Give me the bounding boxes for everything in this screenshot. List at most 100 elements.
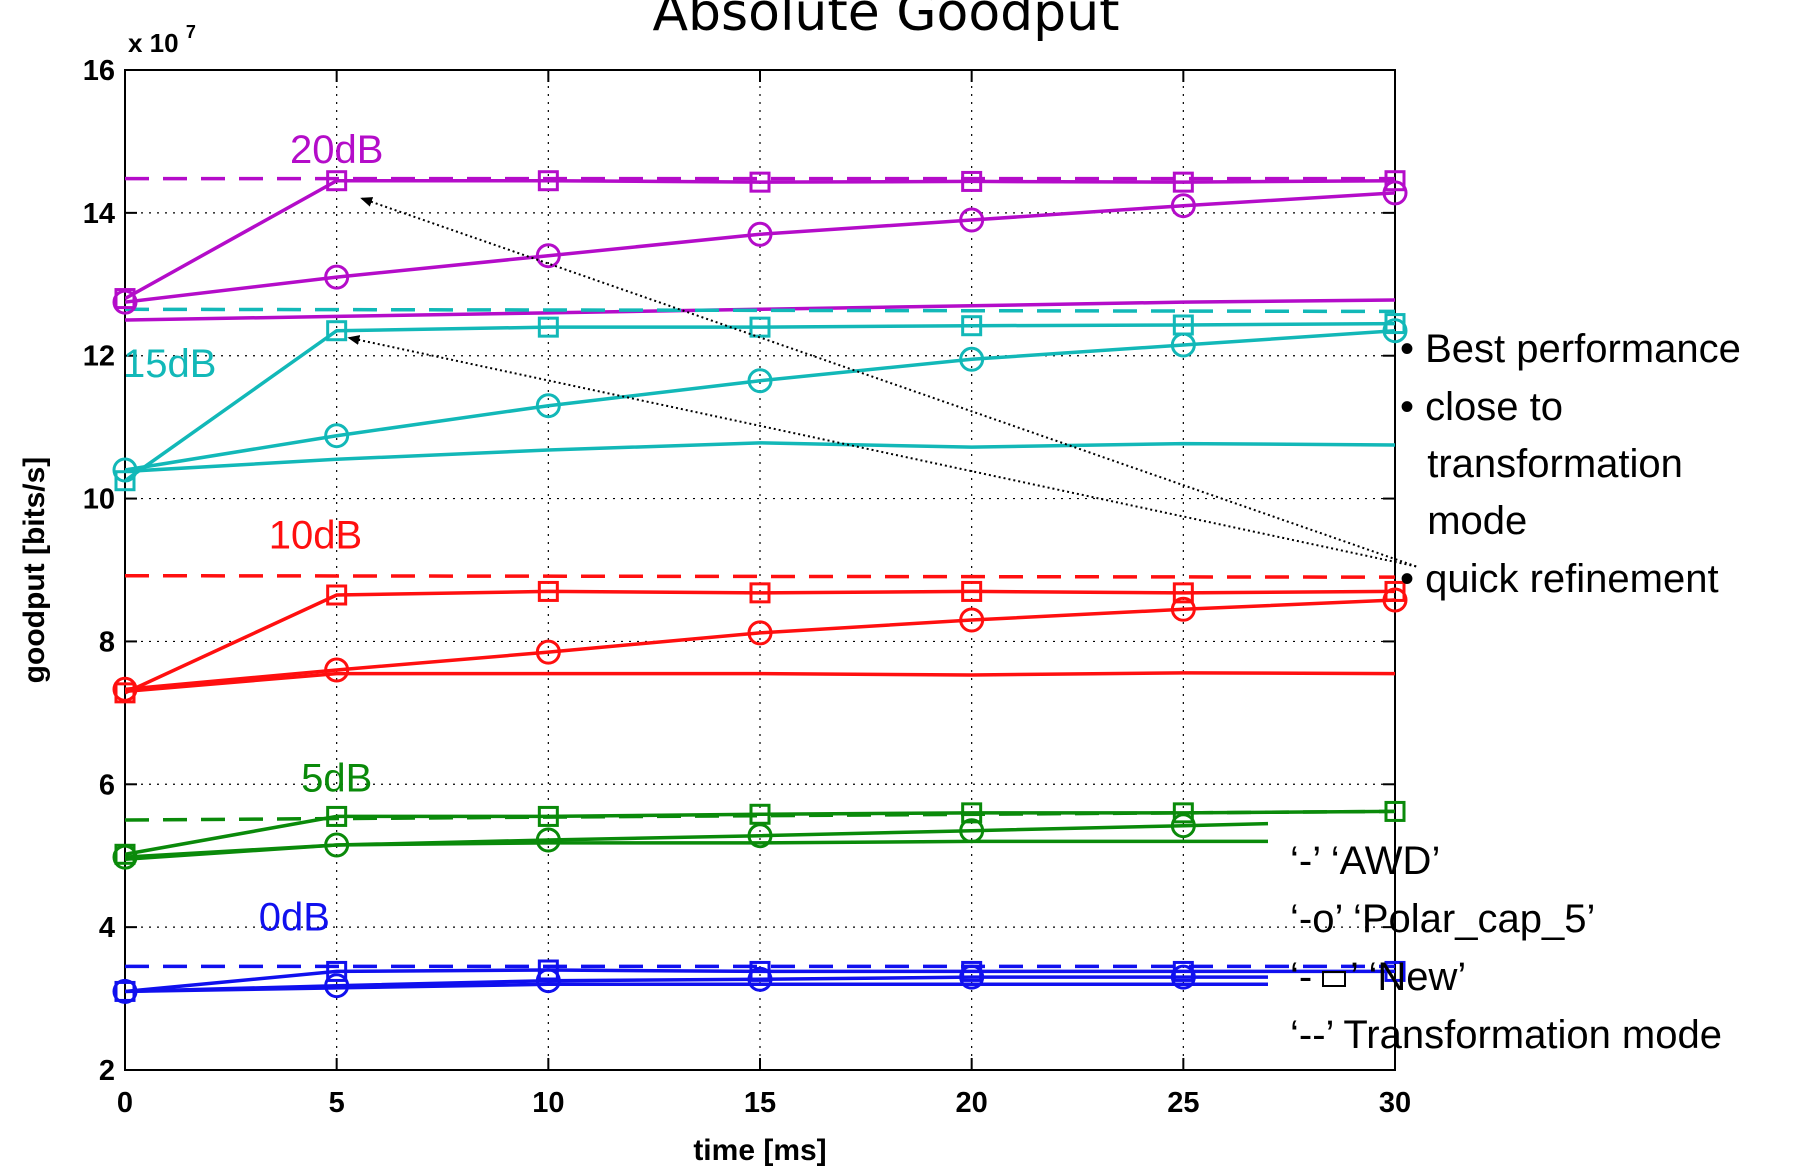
marker-new-0db	[749, 960, 771, 982]
series-transformation-5db	[125, 809, 1395, 822]
series-awd-15db	[125, 441, 1395, 474]
y-tick-label: 2	[99, 1055, 115, 1087]
legend-new-prefix: ‘-	[1290, 955, 1312, 999]
marker-polar-0db	[1170, 964, 1196, 990]
x-tick-label: 0	[117, 1087, 133, 1119]
y-exponent-base: x 10	[128, 28, 179, 58]
x-tick-label: 10	[532, 1087, 564, 1119]
marker-polar-10db	[1170, 596, 1196, 622]
marker-new-0db	[1172, 960, 1194, 982]
annotation-arrow	[347, 335, 1417, 568]
series-new-15db	[125, 321, 1395, 483]
y-tick-label: 10	[83, 484, 115, 516]
marker-new-20db	[537, 170, 559, 192]
legend: ‘-’ ‘AWD’ ‘-o’ ‘Polar_cap_5’ ‘- ’ ‘New’ …	[1290, 839, 1722, 1057]
x-tick-label: 30	[1379, 1087, 1411, 1119]
y-exponent-label: x 10 7	[128, 22, 196, 58]
marker-new-0db	[1384, 960, 1406, 982]
y-tick-label: 4	[99, 912, 115, 944]
marker-layer	[112, 170, 1408, 1004]
marker-new-5db	[326, 805, 348, 827]
series-awd-5db	[125, 839, 1268, 862]
marker-polar-10db	[535, 639, 561, 665]
series-polar-5db	[125, 821, 1269, 859]
marker-polar-10db	[112, 676, 138, 702]
marker-new-5db	[114, 843, 136, 865]
marker-polar-10db	[747, 620, 773, 646]
marker-polar-15db	[959, 346, 985, 372]
snr-label-15db: 15dB	[123, 342, 216, 386]
marker-polar-20db	[1170, 193, 1196, 219]
marker-new-20db	[749, 171, 771, 193]
marker-polar-20db	[1382, 180, 1408, 206]
series-polar-15db	[125, 328, 1395, 472]
marker-new-5db	[537, 805, 559, 827]
marker-polar-5db	[324, 832, 350, 858]
x-axis-label: time [ms]	[693, 1134, 826, 1167]
marker-new-15db	[114, 470, 136, 492]
marker-new-15db	[537, 316, 559, 338]
series-layer	[125, 176, 1395, 994]
x-tick-label: 15	[744, 1087, 776, 1119]
marker-new-20db	[961, 170, 983, 192]
marker-polar-10db	[959, 607, 985, 633]
marker-new-20db	[1172, 171, 1194, 193]
marker-polar-0db	[324, 973, 350, 999]
marker-polar-5db	[1170, 813, 1196, 839]
marker-new-5db	[749, 803, 771, 825]
series-transformation-10db	[125, 573, 1395, 579]
legend-awd: ‘-’ ‘AWD’	[1290, 839, 1440, 883]
series-new-10db	[125, 589, 1395, 695]
snr-label-10db: 10dB	[269, 514, 362, 558]
annotation-arrow	[360, 197, 1417, 568]
x-tick-label: 20	[956, 1087, 988, 1119]
marker-polar-5db	[535, 827, 561, 853]
note-best-performance: • Best performance	[1400, 327, 1741, 371]
x-tick-label: 25	[1167, 1087, 1199, 1119]
marker-polar-20db	[959, 207, 985, 233]
series-new-5db	[125, 809, 1395, 857]
note-quick-refinement: • quick refinement	[1400, 557, 1719, 601]
marker-polar-0db	[959, 964, 985, 990]
marker-new-10db	[961, 580, 983, 602]
chart-title: Absolute Goodput	[652, 0, 1119, 43]
marker-polar-0db	[112, 978, 138, 1004]
marker-new-0db	[961, 960, 983, 982]
marker-new-15db	[1172, 314, 1194, 336]
marker-new-15db	[326, 320, 348, 342]
marker-polar-10db	[1382, 587, 1408, 613]
marker-new-10db	[749, 582, 771, 604]
series-new-20db	[125, 178, 1395, 301]
axis-ticks: 0 5 10 15 20 25 30 2 4 6 8 10 12 14 16	[83, 55, 1411, 1119]
y-exponent-power: 7	[186, 22, 196, 42]
marker-new-0db	[537, 959, 559, 981]
note-transformation: transformation	[1405, 442, 1683, 486]
marker-polar-15db	[1382, 318, 1408, 344]
performance-notes: • Best performance • close to transforma…	[1400, 327, 1741, 601]
marker-new-0db	[326, 960, 348, 982]
marker-polar-0db	[535, 968, 561, 994]
series-new-0db	[125, 968, 1395, 994]
snr-label-20db: 20dB	[290, 128, 383, 172]
series-awd-0db	[125, 982, 1268, 994]
legend-transformation: ‘--’ Transformation mode	[1290, 1013, 1722, 1057]
series-transformation-15db	[125, 307, 1395, 314]
marker-polar-0db	[747, 966, 773, 992]
note-close-to: • close to	[1400, 385, 1563, 429]
marker-new-0db	[114, 980, 136, 1002]
marker-new-5db	[1384, 800, 1406, 822]
y-tick-label: 12	[83, 341, 115, 373]
series-polar-20db	[125, 191, 1395, 304]
annotation-arrows	[347, 197, 1417, 568]
series-awd-20db	[125, 298, 1395, 322]
marker-polar-20db	[324, 264, 350, 290]
y-tick-label: 14	[83, 198, 115, 230]
marker-new-20db	[114, 288, 136, 310]
marker-new-15db	[1384, 313, 1406, 335]
marker-polar-10db	[324, 657, 350, 683]
legend-polar: ‘-o’ ‘Polar_cap_5’	[1290, 897, 1595, 941]
marker-polar-20db	[535, 243, 561, 269]
marker-new-15db	[749, 316, 771, 338]
y-tick-label: 6	[99, 769, 115, 801]
